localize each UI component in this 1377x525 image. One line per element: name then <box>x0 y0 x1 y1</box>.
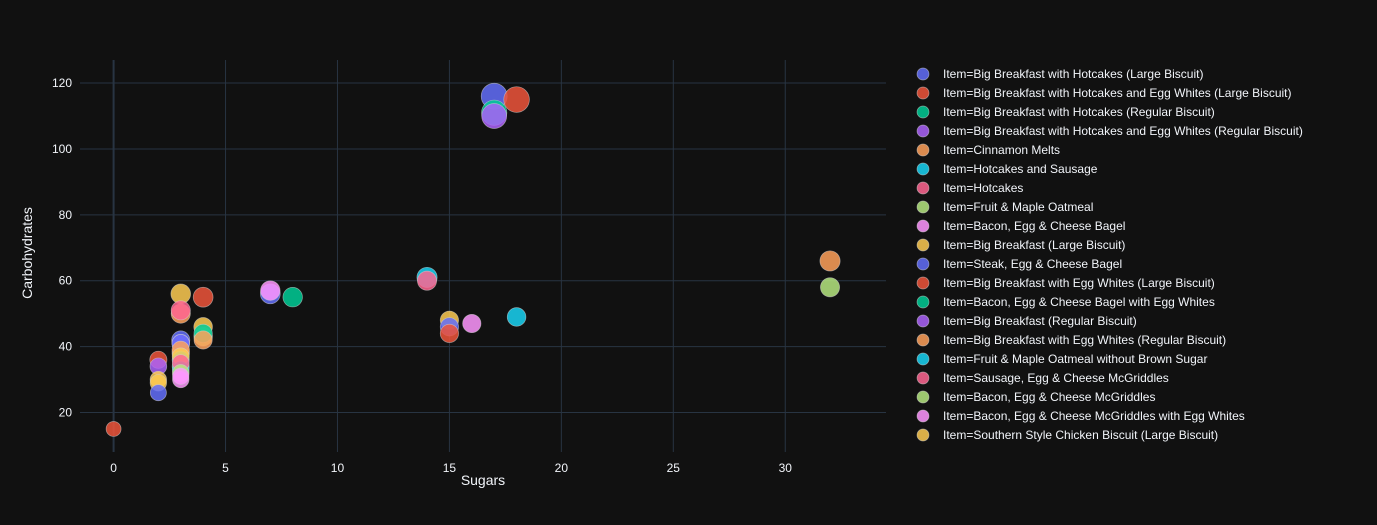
legend-label: Item=Hotcakes and Sausage <box>943 162 1098 176</box>
legend-label: Item=Hotcakes <box>943 181 1023 195</box>
legend-item[interactable]: Item=Steak, Egg & Cheese Bagel <box>916 257 1122 271</box>
legend-item[interactable]: Item=Cinnamon Melts <box>916 143 1060 157</box>
points-layer <box>105 82 841 437</box>
legend-item[interactable]: Item=Big Breakfast with Egg Whites (Larg… <box>916 276 1215 290</box>
legend-marker <box>916 428 930 442</box>
legend-marker <box>916 276 930 290</box>
scatter-point[interactable] <box>506 307 527 327</box>
legend-label: Item=Bacon, Egg & Cheese Bagel with Egg … <box>943 295 1215 309</box>
legend-marker <box>916 390 930 404</box>
legend-label: Item=Big Breakfast with Hotcakes (Large … <box>943 67 1203 81</box>
legend-item[interactable]: Item=Bacon, Egg & Cheese Bagel with Egg … <box>916 295 1215 309</box>
legend-marker <box>916 200 930 214</box>
legend-label: Item=Bacon, Egg & Cheese Bagel <box>943 219 1125 233</box>
y-tick-label: 120 <box>52 76 72 90</box>
scatter-point[interactable] <box>192 286 214 308</box>
legend-item[interactable]: Item=Bacon, Egg & Cheese McGriddles with… <box>916 409 1245 423</box>
legend-item[interactable]: Item=Big Breakfast with Hotcakes (Large … <box>916 67 1203 81</box>
x-tick-label: 25 <box>667 461 681 475</box>
y-tick-label: 80 <box>59 208 73 222</box>
legend-item[interactable]: Item=Big Breakfast (Large Biscuit) <box>916 238 1125 252</box>
legend-marker <box>916 314 930 328</box>
x-tick-label: 20 <box>555 461 569 475</box>
legend-item[interactable]: Item=Sausage, Egg & Cheese McGriddles <box>916 371 1169 385</box>
scatter-point[interactable] <box>149 384 167 402</box>
legend-marker <box>916 181 930 195</box>
legend-label: Item=Bacon, Egg & Cheese McGriddles <box>943 390 1155 404</box>
legend-marker <box>916 371 930 385</box>
legend-marker <box>916 86 930 100</box>
x-tick-label: 15 <box>443 461 457 475</box>
scatter-point[interactable] <box>462 314 482 334</box>
legend-label: Item=Big Breakfast (Regular Biscuit) <box>943 314 1137 328</box>
legend-marker <box>916 143 930 157</box>
ticks-layer: 0 5 10 15 20 25 30 20 40 60 80 100 120 <box>52 76 792 475</box>
legend-label: Item=Fruit & Maple Oatmeal <box>943 200 1093 214</box>
scatter-point[interactable] <box>439 323 459 343</box>
legend-item[interactable]: Item=Bacon, Egg & Cheese McGriddles <box>916 390 1155 404</box>
legend-marker <box>916 257 930 271</box>
legend-marker <box>916 162 930 176</box>
legend-item[interactable]: Item=Bacon, Egg & Cheese Bagel <box>916 219 1125 233</box>
x-axis-title: Sugars <box>461 472 505 488</box>
scatter-point[interactable] <box>819 250 841 272</box>
legend-marker <box>916 333 930 347</box>
scatter-point[interactable] <box>193 330 213 350</box>
legend-label: Item=Big Breakfast (Large Biscuit) <box>943 238 1125 252</box>
legend-item[interactable]: Item=Big Breakfast with Hotcakes and Egg… <box>916 86 1292 100</box>
y-tick-label: 40 <box>59 340 73 354</box>
scatter-point[interactable] <box>172 367 190 385</box>
scatter-point[interactable] <box>260 280 281 301</box>
x-tick-label: 10 <box>331 461 345 475</box>
legend-item[interactable]: Item=Hotcakes <box>916 181 1023 195</box>
y-tick-label: 100 <box>52 142 72 156</box>
legend-marker <box>916 219 930 233</box>
legend-label: Item=Fruit & Maple Oatmeal without Brown… <box>943 352 1207 366</box>
legend-item[interactable]: Item=Hotcakes and Sausage <box>916 162 1098 176</box>
legend-label: Item=Big Breakfast with Hotcakes (Regula… <box>943 105 1215 119</box>
scatter-point[interactable] <box>503 86 530 113</box>
legend-label: Item=Southern Style Chicken Biscuit (Lar… <box>943 428 1218 442</box>
scatter-point[interactable] <box>170 300 191 321</box>
legend: Item=Big Breakfast with Hotcakes (Large … <box>916 67 1303 442</box>
legend-item[interactable]: Item=Big Breakfast with Hotcakes and Egg… <box>916 124 1303 138</box>
x-tick-label: 5 <box>222 461 229 475</box>
legend-label: Item=Big Breakfast with Egg Whites (Larg… <box>943 276 1215 290</box>
legend-label: Item=Sausage, Egg & Cheese McGriddles <box>943 371 1169 385</box>
legend-marker <box>916 124 930 138</box>
scatter-point[interactable] <box>105 421 122 437</box>
legend-label: Item=Big Breakfast with Hotcakes and Egg… <box>943 86 1292 100</box>
scatter-point[interactable] <box>481 103 508 129</box>
legend-marker <box>916 105 930 119</box>
legend-item[interactable]: Item=Fruit & Maple Oatmeal <box>916 200 1093 214</box>
scatter-point[interactable] <box>820 277 840 298</box>
legend-label: Item=Big Breakfast with Egg Whites (Regu… <box>943 333 1226 347</box>
y-tick-label: 60 <box>59 274 73 288</box>
legend-label: Item=Cinnamon Melts <box>943 143 1060 157</box>
legend-marker <box>916 352 930 366</box>
legend-label: Item=Steak, Egg & Cheese Bagel <box>943 257 1122 271</box>
legend-label: Item=Big Breakfast with Hotcakes and Egg… <box>943 124 1303 138</box>
legend-item[interactable]: Item=Big Breakfast with Hotcakes (Regula… <box>916 105 1215 119</box>
scatter-point[interactable] <box>282 287 303 308</box>
legend-marker <box>916 67 930 81</box>
legend-item[interactable]: Item=Fruit & Maple Oatmeal without Brown… <box>916 352 1207 366</box>
x-tick-label: 0 <box>110 461 117 475</box>
legend-item[interactable]: Item=Southern Style Chicken Biscuit (Lar… <box>916 428 1218 442</box>
x-tick-label: 30 <box>779 461 793 475</box>
grid-layer <box>80 60 886 452</box>
legend-marker <box>916 409 930 423</box>
y-axis-title: Carbohydrates <box>19 207 35 299</box>
y-tick-label: 20 <box>59 405 73 419</box>
legend-marker <box>916 238 930 252</box>
legend-marker <box>916 295 930 309</box>
legend-item[interactable]: Item=Big Breakfast with Egg Whites (Regu… <box>916 333 1226 347</box>
scatter-point[interactable] <box>417 270 437 291</box>
legend-item[interactable]: Item=Big Breakfast (Regular Biscuit) <box>916 314 1137 328</box>
legend-label: Item=Bacon, Egg & Cheese McGriddles with… <box>943 409 1245 423</box>
